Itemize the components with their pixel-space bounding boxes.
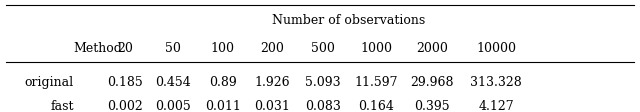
Text: 500: 500 [311,42,335,55]
Text: 0.89: 0.89 [209,75,237,88]
Text: 0.031: 0.031 [254,99,290,112]
Text: 313.328: 313.328 [470,75,522,88]
Text: 10000: 10000 [476,42,516,55]
Text: 0.395: 0.395 [414,99,450,112]
Text: fast: fast [50,99,74,112]
Text: 0.002: 0.002 [107,99,143,112]
Text: 0.454: 0.454 [155,75,191,88]
Text: 1.926: 1.926 [254,75,290,88]
Text: 50: 50 [165,42,180,55]
Text: 0.083: 0.083 [305,99,341,112]
Text: 5.093: 5.093 [305,75,341,88]
Text: 0.164: 0.164 [358,99,394,112]
Text: Number of observations: Number of observations [272,14,426,27]
Text: 20: 20 [117,42,132,55]
Text: 0.185: 0.185 [107,75,143,88]
Text: 200: 200 [260,42,284,55]
Text: Method: Method [74,42,122,55]
Text: 0.011: 0.011 [205,99,241,112]
Text: 4.127: 4.127 [478,99,514,112]
Text: 1000: 1000 [360,42,392,55]
Text: 29.968: 29.968 [410,75,454,88]
Text: 100: 100 [211,42,235,55]
Text: 0.005: 0.005 [155,99,191,112]
Text: 11.597: 11.597 [355,75,398,88]
Text: 2000: 2000 [416,42,448,55]
Text: original: original [24,75,74,88]
